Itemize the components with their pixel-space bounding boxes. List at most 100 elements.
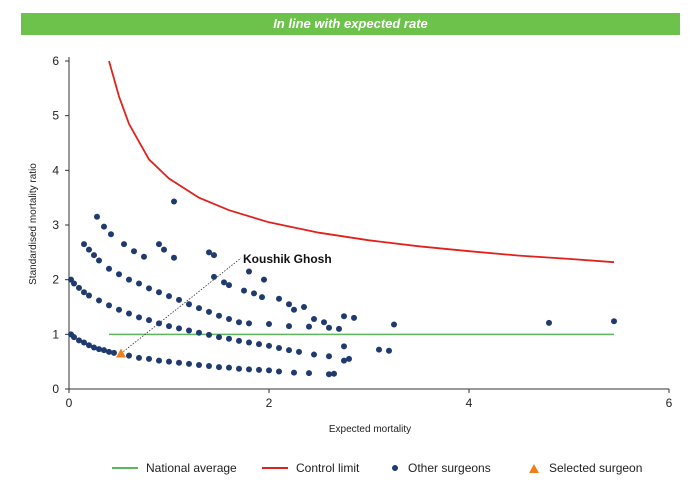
surgeon-point — [206, 363, 212, 370]
surgeon-point — [136, 354, 142, 361]
surgeon-point — [256, 341, 262, 348]
surgeon-point — [101, 223, 107, 230]
surgeon-point — [86, 342, 92, 349]
x-axis-title: Expected mortality — [329, 424, 411, 435]
surgeon-point — [216, 364, 222, 371]
surgeon-point — [326, 353, 332, 360]
surgeon-point — [241, 287, 247, 294]
y-axis-title: Standardised mortality ratio — [28, 163, 39, 285]
surgeon-point — [196, 361, 202, 368]
surgeon-point — [376, 346, 382, 353]
surgeon-point — [301, 304, 307, 310]
surgeon-point — [76, 337, 82, 344]
surgeon-point — [166, 323, 172, 330]
surgeon-point — [146, 355, 152, 362]
legend-line-green — [112, 467, 138, 469]
surgeon-point — [106, 302, 112, 309]
surgeon-point — [141, 253, 147, 260]
surgeon-point — [126, 310, 132, 317]
surgeon-point — [71, 280, 77, 287]
surgeon-point — [186, 327, 192, 334]
surgeon-point — [196, 329, 202, 336]
surgeon-point — [286, 301, 292, 308]
surgeon-point — [261, 276, 267, 283]
surgeon-point — [156, 357, 162, 364]
axes — [68, 57, 669, 390]
legend-label: National average — [146, 461, 237, 475]
legend-triangle — [529, 463, 539, 473]
legend-label: Other surgeons — [408, 461, 491, 475]
surgeon-point — [146, 317, 152, 324]
surgeon-point — [276, 345, 282, 351]
surgeon-point — [101, 347, 107, 354]
legend-other-surgeons: Other surgeons — [392, 458, 491, 478]
y-tick-label: 1 — [52, 327, 59, 341]
surgeon-point — [266, 342, 272, 349]
surgeon-point — [251, 290, 257, 297]
control-limit-path — [108, 60, 615, 264]
surgeon-point — [246, 268, 252, 275]
y-tick-label: 2 — [52, 273, 59, 287]
selected-surgeon-point — [116, 348, 126, 358]
surgeon-point — [206, 331, 212, 338]
surgeon-point — [166, 358, 172, 365]
surgeon-point — [146, 285, 152, 292]
surgeon-point — [611, 318, 617, 325]
surgeon-point — [116, 271, 122, 278]
surgeon-point — [341, 357, 347, 364]
legend-line-red — [262, 467, 288, 469]
control-limit-line — [108, 60, 615, 264]
surgeon-point — [91, 252, 97, 259]
surgeon-point — [171, 198, 177, 205]
surgeon-point — [86, 292, 92, 299]
surgeon-point — [226, 335, 232, 342]
y-tick-label: 5 — [52, 109, 59, 123]
legend-selected-surgeon: Selected surgeon — [529, 458, 642, 478]
surgeon-point — [196, 305, 202, 312]
surgeon-point — [246, 339, 252, 346]
y-tick-label: 4 — [52, 163, 59, 177]
surgeon-point — [161, 246, 167, 253]
surgeon-point — [306, 370, 312, 377]
surgeon-point — [259, 294, 265, 301]
surgeon-point — [216, 312, 222, 319]
surgeon-point — [81, 241, 87, 248]
surgeon-point — [126, 352, 132, 359]
surgeon-point — [311, 351, 317, 358]
surgeon-point — [386, 347, 392, 354]
annotation-label: Koushik Ghosh — [243, 252, 332, 266]
surgeon-point — [321, 319, 327, 326]
annotation-leader-line — [120, 257, 242, 354]
surgeon-point — [156, 241, 162, 248]
surgeon-point — [176, 359, 182, 366]
surgeon-point — [286, 323, 292, 330]
surgeon-point — [286, 347, 292, 354]
surgeon-point — [121, 241, 127, 248]
surgeon-point — [341, 313, 347, 320]
status-banner: In line with expected rate — [21, 13, 680, 35]
x-tick-label: 4 — [466, 396, 473, 410]
surgeon-point — [186, 360, 192, 367]
surgeon-point — [216, 334, 222, 341]
surgeon-point — [211, 252, 217, 259]
surgeon-point — [236, 337, 242, 344]
surgeon-point — [236, 319, 242, 326]
surgeon-point — [96, 297, 102, 304]
surgeon-point — [108, 231, 114, 238]
surgeon-point — [136, 280, 142, 287]
surgeon-point — [291, 369, 297, 376]
surgeon-point — [221, 279, 227, 286]
surgeon-point — [346, 355, 352, 362]
surgeon-point — [266, 320, 272, 327]
surgeon-point — [94, 213, 100, 220]
other-surgeons-points — [68, 198, 617, 378]
surgeon-point — [186, 301, 192, 308]
surgeon-point — [226, 364, 232, 371]
surgeon-point — [276, 368, 282, 375]
surgeon-point — [236, 365, 242, 372]
surgeon-point — [291, 306, 297, 313]
legend-control-limit: Control limit — [262, 458, 359, 478]
surgeon-point — [171, 254, 177, 261]
x-tick-label: 6 — [666, 396, 673, 410]
